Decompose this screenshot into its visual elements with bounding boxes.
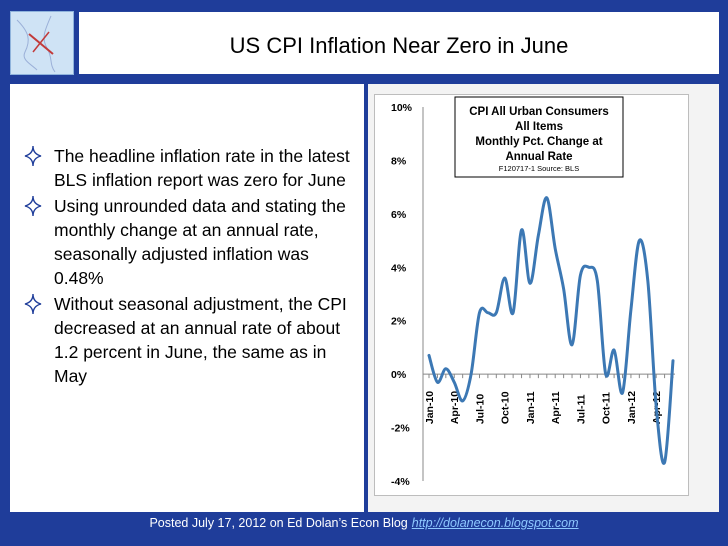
chart-frame: 10% 8% 6% 4% 2% 0% -2% -4% Jan-10 Apr-10 Jul-10 Oc… bbox=[374, 94, 689, 496]
series-line-cpi bbox=[427, 196, 675, 465]
footer-text: Posted July 17, 2012 on Ed Dolan’s Econ … bbox=[149, 516, 408, 530]
title-bar: US CPI Inflation Near Zero in June bbox=[79, 12, 719, 74]
x-tick-label: Jul-11 bbox=[575, 394, 587, 424]
y-tick-label: 6% bbox=[391, 209, 407, 221]
x-tick-label: Jan-12 bbox=[626, 391, 638, 424]
x-tick-label: Apr-11 bbox=[550, 391, 562, 424]
diamond-bullet-icon bbox=[24, 195, 42, 217]
bullet-list: The headline inflation rate in the lates… bbox=[16, 144, 356, 390]
diamond-bullet-icon bbox=[24, 145, 42, 167]
logo bbox=[10, 11, 74, 75]
cpi-line-chart: 10% 8% 6% 4% 2% 0% -2% -4% Jan-10 Apr-10 Jul-10 Oc… bbox=[391, 96, 675, 488]
diamond-bullet-icon bbox=[24, 293, 42, 315]
y-tick-label: -4% bbox=[391, 476, 410, 488]
y-tick-label: 8% bbox=[391, 155, 407, 167]
x-tick-label: Jul-10 bbox=[474, 394, 486, 425]
bullet-text: Using unrounded data and stating the mon… bbox=[54, 196, 346, 288]
footer: Posted July 17, 2012 on Ed Dolan’s Econ … bbox=[0, 516, 728, 530]
bullet-text: Without seasonal adjustment, the CPI dec… bbox=[54, 294, 347, 386]
slide-title: US CPI Inflation Near Zero in June bbox=[229, 33, 569, 58]
chart-title-box bbox=[454, 96, 624, 178]
x-tick-label: Jan-11 bbox=[525, 391, 537, 424]
y-tick-label: 0% bbox=[391, 369, 407, 381]
y-tick-label: 10% bbox=[391, 102, 413, 114]
chart-title-line: CPI All Urban Consumers bbox=[469, 106, 609, 118]
y-tick-label: 2% bbox=[391, 316, 407, 328]
chart-panel: 10% 8% 6% 4% 2% 0% -2% -4% Jan-10 Apr-10 Jul-10 Oc… bbox=[368, 84, 719, 512]
chart-title-line: All Items bbox=[515, 121, 563, 133]
chart-title-line: Annual Rate bbox=[505, 151, 572, 163]
bullet-item: Using unrounded data and stating the mon… bbox=[16, 194, 356, 290]
chart-title-line: Monthly Pct. Change at bbox=[475, 136, 602, 148]
blog-link[interactable]: http://dolanecon.blogspot.com bbox=[411, 516, 579, 530]
x-tick-label: Oct-10 bbox=[500, 391, 512, 424]
chart-source-label: F120717-1 Source: BLS bbox=[499, 164, 579, 173]
bullet-panel: The headline inflation rate in the lates… bbox=[10, 84, 364, 512]
y-tick-label: -2% bbox=[391, 423, 410, 435]
y-tick-label: 4% bbox=[391, 262, 407, 274]
bullet-text: The headline inflation rate in the lates… bbox=[54, 146, 350, 190]
bullet-item: Without seasonal adjustment, the CPI dec… bbox=[16, 292, 356, 388]
bullet-item: The headline inflation rate in the lates… bbox=[16, 144, 356, 192]
x-tick-label: Oct-11 bbox=[601, 392, 613, 424]
x-tick-label: Jan-10 bbox=[424, 391, 436, 424]
x-tick-label: Apr-10 bbox=[449, 391, 461, 424]
